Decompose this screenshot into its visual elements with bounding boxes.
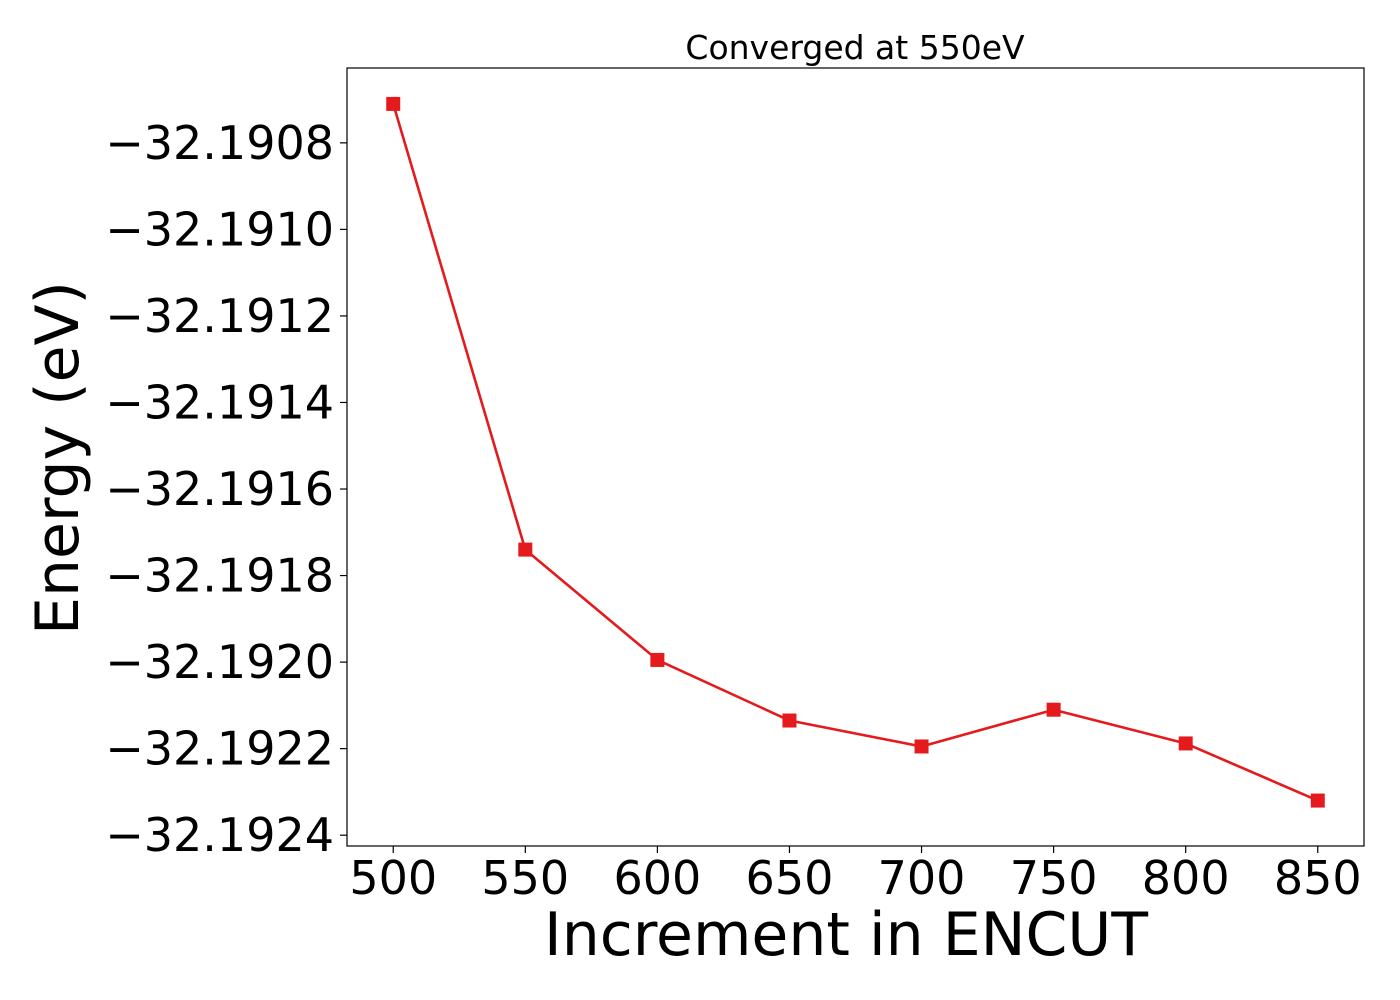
y-tick-label: −32.1924 — [105, 808, 334, 862]
series-line — [391, 103, 1319, 802]
x-tick-label: 750 — [1010, 851, 1098, 905]
x-tick-label: 600 — [613, 851, 701, 905]
plot-area: 500 550 600 650 700 750 800 850 −32.1908 −32.1910… — [105, 67, 1365, 905]
y-axis-label: Energy (eV) — [23, 281, 93, 635]
x-tick-label: 650 — [746, 851, 834, 905]
y-tick-label: −32.1922 — [105, 722, 334, 776]
y-tick-label: −32.1908 — [105, 116, 334, 170]
x-axis-label: Increment in ENCUT — [544, 900, 1148, 970]
y-tick-label: −32.1914 — [105, 375, 334, 429]
x-tick-label: 550 — [481, 851, 569, 905]
data-point-marker — [650, 652, 665, 667]
data-point-marker — [1178, 736, 1193, 751]
data-point-marker — [1310, 793, 1325, 808]
data-point-marker — [386, 96, 401, 111]
y-tick-label: −32.1916 — [105, 462, 334, 516]
data-point-marker — [1046, 702, 1061, 717]
x-tick-label: 500 — [349, 851, 437, 905]
data-point-marker — [782, 713, 797, 728]
y-tick-label: −32.1912 — [105, 289, 334, 343]
data-point-marker — [518, 542, 533, 557]
x-tick-label: 700 — [878, 851, 966, 905]
y-tick-label: −32.1918 — [105, 549, 334, 603]
plot-frame — [346, 67, 1365, 847]
chart-title: Converged at 550eV — [685, 28, 1025, 67]
y-tick-label: −32.1920 — [105, 635, 334, 689]
data-point-marker — [914, 739, 929, 754]
y-tick-label: −32.1910 — [105, 202, 334, 256]
x-tick-label: 800 — [1142, 851, 1230, 905]
x-tick-label: 850 — [1274, 851, 1362, 905]
